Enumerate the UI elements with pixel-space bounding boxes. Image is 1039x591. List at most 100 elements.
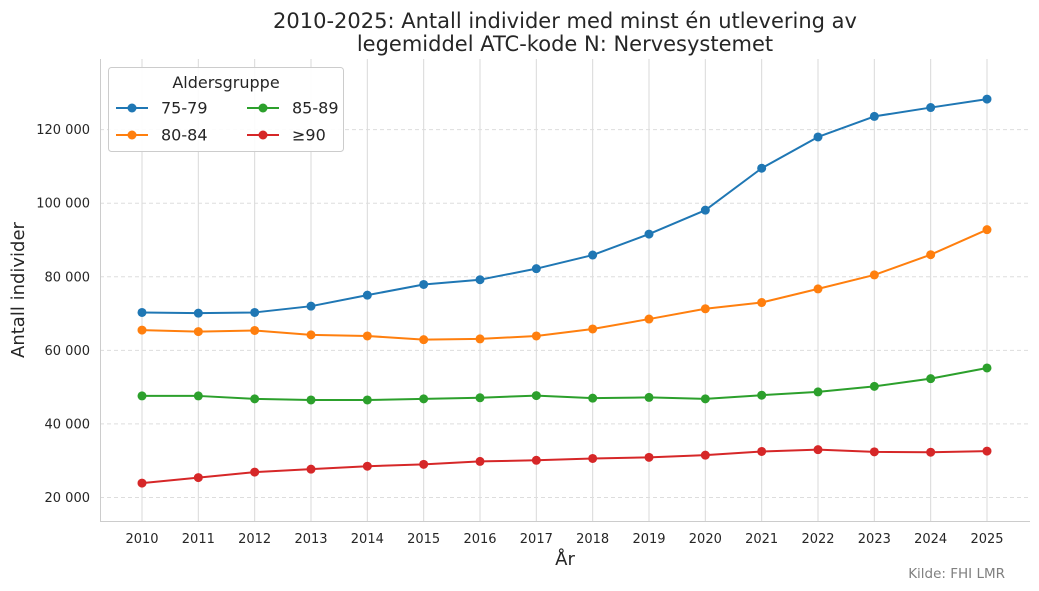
data-point bbox=[419, 394, 429, 404]
data-point bbox=[475, 334, 485, 344]
legend-entry: 85-89 bbox=[247, 99, 339, 118]
legend-marker bbox=[258, 103, 268, 113]
data-point bbox=[419, 335, 429, 345]
data-point bbox=[362, 331, 372, 341]
x-tick-label: 2010 bbox=[125, 532, 158, 547]
data-point bbox=[926, 374, 936, 384]
data-point bbox=[193, 473, 203, 483]
data-point bbox=[531, 455, 541, 465]
data-point bbox=[757, 390, 767, 400]
data-point bbox=[813, 387, 823, 397]
legend-entry: ≥90 bbox=[247, 126, 326, 145]
data-point bbox=[926, 447, 936, 457]
chart-title-line-1: 2010-2025: Antall individer med minst én… bbox=[273, 9, 857, 33]
source-note: Kilde: FHI LMR bbox=[908, 566, 1005, 582]
series-line bbox=[141, 228, 988, 341]
data-point bbox=[644, 452, 654, 462]
data-point bbox=[306, 330, 316, 340]
data-point bbox=[757, 163, 767, 173]
y-tick-label: 40 000 bbox=[45, 417, 91, 432]
x-tick-label: 2019 bbox=[632, 532, 665, 547]
data-point bbox=[362, 290, 372, 300]
data-point bbox=[531, 331, 541, 341]
y-tick-label: 60 000 bbox=[45, 344, 91, 359]
data-point bbox=[137, 325, 147, 335]
data-point bbox=[362, 461, 372, 471]
series-2 bbox=[137, 225, 992, 345]
data-point bbox=[982, 225, 992, 235]
data-point bbox=[475, 393, 485, 403]
x-tick-label: 2014 bbox=[351, 532, 384, 547]
data-point bbox=[813, 132, 823, 142]
data-point bbox=[193, 391, 203, 401]
series-line bbox=[142, 366, 988, 401]
series-3 bbox=[137, 363, 992, 405]
series-line bbox=[141, 448, 988, 485]
legend-label: 85-89 bbox=[292, 99, 339, 118]
data-point bbox=[250, 394, 260, 404]
data-point bbox=[588, 250, 598, 260]
data-point bbox=[588, 453, 598, 463]
y-tick-label: 20 000 bbox=[45, 491, 91, 506]
series-1 bbox=[137, 94, 992, 318]
x-tick-label: 2022 bbox=[801, 532, 834, 547]
legend-entry: 80-84 bbox=[116, 126, 208, 145]
data-point bbox=[869, 381, 879, 391]
legend-label: 75-79 bbox=[161, 99, 208, 118]
x-tick-label: 2013 bbox=[294, 532, 327, 547]
data-point bbox=[869, 111, 879, 121]
x-tick-label: 2020 bbox=[689, 532, 722, 547]
data-point bbox=[757, 298, 767, 308]
x-tick-label: 2017 bbox=[520, 532, 553, 547]
data-point bbox=[644, 229, 654, 239]
data-point bbox=[250, 307, 260, 317]
data-point bbox=[193, 308, 203, 318]
data-point bbox=[419, 459, 429, 469]
data-point bbox=[419, 279, 429, 289]
data-point bbox=[531, 264, 541, 274]
legend-title: Aldersgruppe bbox=[172, 73, 279, 92]
y-axis-label: Antall individer bbox=[8, 221, 29, 358]
legend-frame bbox=[108, 67, 344, 152]
data-point bbox=[869, 447, 879, 457]
series-layer bbox=[137, 94, 992, 488]
data-point bbox=[700, 450, 710, 460]
y-tick-label: 120 000 bbox=[36, 123, 90, 138]
data-point bbox=[250, 467, 260, 477]
legend: Aldersgruppe 75-79 80-84 85-89 ≥90 bbox=[108, 67, 344, 152]
data-point bbox=[700, 304, 710, 314]
data-point bbox=[700, 394, 710, 404]
data-point bbox=[306, 395, 316, 405]
legend-label: ≥90 bbox=[292, 126, 326, 145]
y-tick-label: 100 000 bbox=[36, 197, 90, 212]
data-point bbox=[531, 391, 541, 401]
x-axis-label: År bbox=[555, 548, 575, 570]
data-point bbox=[250, 325, 260, 335]
data-point bbox=[644, 392, 654, 402]
data-point bbox=[475, 456, 485, 466]
data-point bbox=[982, 363, 992, 373]
data-point bbox=[137, 307, 147, 317]
x-tick-label: 2025 bbox=[970, 532, 1003, 547]
data-point bbox=[813, 445, 823, 455]
data-point bbox=[757, 446, 767, 456]
chart-title-line-2: legemiddel ATC-kode N: Nervesystemet bbox=[357, 32, 773, 56]
legend-marker bbox=[127, 130, 137, 140]
data-point bbox=[137, 478, 147, 488]
data-point bbox=[588, 393, 598, 403]
x-tick-label: 2016 bbox=[463, 532, 496, 547]
legend-marker bbox=[127, 103, 137, 113]
y-tick-label: 80 000 bbox=[45, 270, 91, 285]
y-tick-labels: 20 000 40 000 60 000 80 000 100 000 120 000 bbox=[36, 123, 90, 506]
series-4 bbox=[137, 445, 992, 488]
data-point bbox=[137, 391, 147, 401]
x-tick-label: 2012 bbox=[238, 532, 271, 547]
x-tick-label: 2021 bbox=[745, 532, 778, 547]
data-point bbox=[982, 94, 992, 104]
x-tick-labels: 2010 2011 2012 2013 2014 2015 2016 2017 2018 2019… bbox=[125, 532, 1003, 547]
x-tick-label: 2023 bbox=[858, 532, 891, 547]
data-point bbox=[982, 446, 992, 456]
data-point bbox=[306, 464, 316, 474]
data-point bbox=[475, 275, 485, 285]
